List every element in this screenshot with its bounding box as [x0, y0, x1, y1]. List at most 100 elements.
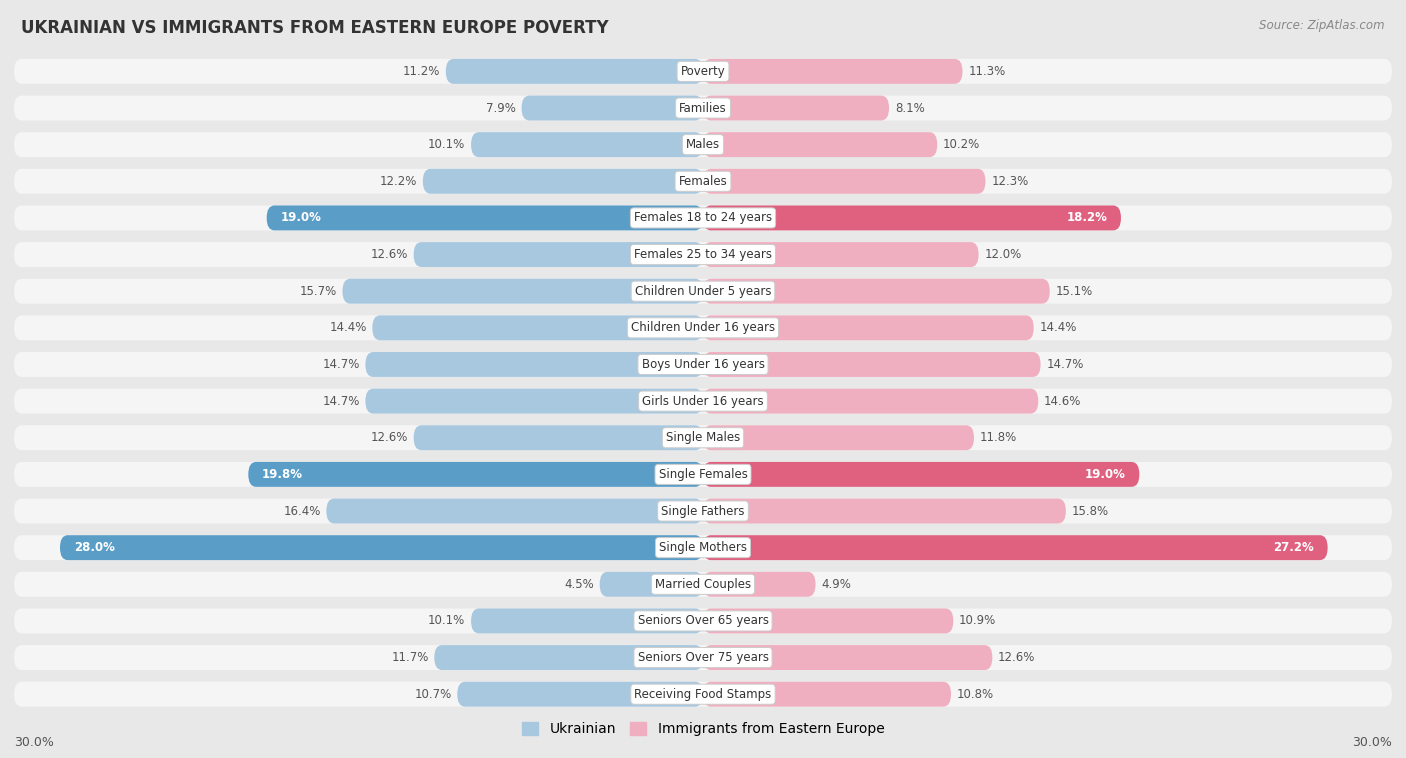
FancyBboxPatch shape	[14, 96, 1392, 121]
FancyBboxPatch shape	[249, 462, 703, 487]
FancyBboxPatch shape	[14, 132, 1392, 157]
FancyBboxPatch shape	[14, 425, 1392, 450]
FancyBboxPatch shape	[703, 609, 953, 634]
Text: 14.4%: 14.4%	[329, 321, 367, 334]
Text: 19.0%: 19.0%	[280, 211, 322, 224]
Text: Children Under 16 years: Children Under 16 years	[631, 321, 775, 334]
Text: 30.0%: 30.0%	[1353, 736, 1392, 750]
Text: 14.4%: 14.4%	[1039, 321, 1077, 334]
Text: 14.7%: 14.7%	[1046, 358, 1084, 371]
Text: 4.5%: 4.5%	[564, 578, 593, 590]
FancyBboxPatch shape	[14, 205, 1392, 230]
FancyBboxPatch shape	[413, 425, 703, 450]
FancyBboxPatch shape	[14, 59, 1392, 84]
FancyBboxPatch shape	[326, 499, 703, 524]
FancyBboxPatch shape	[471, 609, 703, 634]
Text: 10.1%: 10.1%	[427, 138, 465, 151]
Text: 11.7%: 11.7%	[391, 651, 429, 664]
FancyBboxPatch shape	[703, 645, 993, 670]
Text: 16.4%: 16.4%	[283, 505, 321, 518]
FancyBboxPatch shape	[14, 535, 1392, 560]
Text: Females 18 to 24 years: Females 18 to 24 years	[634, 211, 772, 224]
Text: 10.2%: 10.2%	[943, 138, 980, 151]
Text: 15.1%: 15.1%	[1056, 285, 1092, 298]
Text: 18.2%: 18.2%	[1066, 211, 1107, 224]
Text: 12.6%: 12.6%	[371, 431, 408, 444]
FancyBboxPatch shape	[599, 572, 703, 597]
Text: 10.8%: 10.8%	[956, 688, 994, 700]
FancyBboxPatch shape	[14, 169, 1392, 194]
Text: 27.2%: 27.2%	[1272, 541, 1313, 554]
Text: 19.8%: 19.8%	[262, 468, 304, 481]
FancyBboxPatch shape	[703, 535, 1327, 560]
FancyBboxPatch shape	[703, 572, 815, 597]
Text: Girls Under 16 years: Girls Under 16 years	[643, 395, 763, 408]
Text: Boys Under 16 years: Boys Under 16 years	[641, 358, 765, 371]
FancyBboxPatch shape	[366, 389, 703, 414]
FancyBboxPatch shape	[366, 352, 703, 377]
FancyBboxPatch shape	[14, 462, 1392, 487]
FancyBboxPatch shape	[457, 681, 703, 706]
Text: 10.7%: 10.7%	[415, 688, 451, 700]
FancyBboxPatch shape	[703, 499, 1066, 524]
Text: UKRAINIAN VS IMMIGRANTS FROM EASTERN EUROPE POVERTY: UKRAINIAN VS IMMIGRANTS FROM EASTERN EUR…	[21, 19, 609, 37]
FancyBboxPatch shape	[14, 389, 1392, 414]
Text: 15.8%: 15.8%	[1071, 505, 1109, 518]
FancyBboxPatch shape	[703, 315, 1033, 340]
FancyBboxPatch shape	[703, 279, 1050, 304]
Text: Seniors Over 65 years: Seniors Over 65 years	[637, 615, 769, 628]
Text: Females: Females	[679, 175, 727, 188]
FancyBboxPatch shape	[14, 279, 1392, 304]
Text: 19.0%: 19.0%	[1084, 468, 1126, 481]
Text: Seniors Over 75 years: Seniors Over 75 years	[637, 651, 769, 664]
Text: 14.7%: 14.7%	[322, 395, 360, 408]
FancyBboxPatch shape	[446, 59, 703, 84]
FancyBboxPatch shape	[703, 462, 1139, 487]
FancyBboxPatch shape	[14, 645, 1392, 670]
Text: 4.9%: 4.9%	[821, 578, 851, 590]
Text: Poverty: Poverty	[681, 65, 725, 78]
FancyBboxPatch shape	[267, 205, 703, 230]
FancyBboxPatch shape	[14, 681, 1392, 706]
Text: 10.9%: 10.9%	[959, 615, 997, 628]
FancyBboxPatch shape	[423, 169, 703, 194]
FancyBboxPatch shape	[703, 169, 986, 194]
FancyBboxPatch shape	[14, 242, 1392, 267]
Text: 7.9%: 7.9%	[486, 102, 516, 114]
Text: Source: ZipAtlas.com: Source: ZipAtlas.com	[1260, 19, 1385, 32]
Text: 28.0%: 28.0%	[73, 541, 115, 554]
Text: Single Mothers: Single Mothers	[659, 541, 747, 554]
Text: Single Fathers: Single Fathers	[661, 505, 745, 518]
Text: 11.2%: 11.2%	[402, 65, 440, 78]
FancyBboxPatch shape	[434, 645, 703, 670]
FancyBboxPatch shape	[14, 315, 1392, 340]
Text: 10.1%: 10.1%	[427, 615, 465, 628]
FancyBboxPatch shape	[522, 96, 703, 121]
Text: Children Under 5 years: Children Under 5 years	[634, 285, 772, 298]
FancyBboxPatch shape	[14, 572, 1392, 597]
Legend: Ukrainian, Immigrants from Eastern Europe: Ukrainian, Immigrants from Eastern Europ…	[516, 717, 890, 742]
Text: 12.3%: 12.3%	[991, 175, 1028, 188]
FancyBboxPatch shape	[343, 279, 703, 304]
Text: 11.3%: 11.3%	[969, 65, 1005, 78]
Text: Females 25 to 34 years: Females 25 to 34 years	[634, 248, 772, 261]
Text: 30.0%: 30.0%	[14, 736, 53, 750]
FancyBboxPatch shape	[703, 205, 1121, 230]
Text: Single Females: Single Females	[658, 468, 748, 481]
FancyBboxPatch shape	[471, 132, 703, 157]
Text: Receiving Food Stamps: Receiving Food Stamps	[634, 688, 772, 700]
Text: 8.1%: 8.1%	[894, 102, 925, 114]
Text: 14.6%: 14.6%	[1045, 395, 1081, 408]
FancyBboxPatch shape	[703, 389, 1038, 414]
FancyBboxPatch shape	[703, 132, 938, 157]
FancyBboxPatch shape	[703, 96, 889, 121]
FancyBboxPatch shape	[60, 535, 703, 560]
Text: Males: Males	[686, 138, 720, 151]
Text: 12.2%: 12.2%	[380, 175, 418, 188]
Text: 11.8%: 11.8%	[980, 431, 1017, 444]
Text: Families: Families	[679, 102, 727, 114]
FancyBboxPatch shape	[373, 315, 703, 340]
Text: Married Couples: Married Couples	[655, 578, 751, 590]
FancyBboxPatch shape	[703, 425, 974, 450]
Text: 15.7%: 15.7%	[299, 285, 336, 298]
